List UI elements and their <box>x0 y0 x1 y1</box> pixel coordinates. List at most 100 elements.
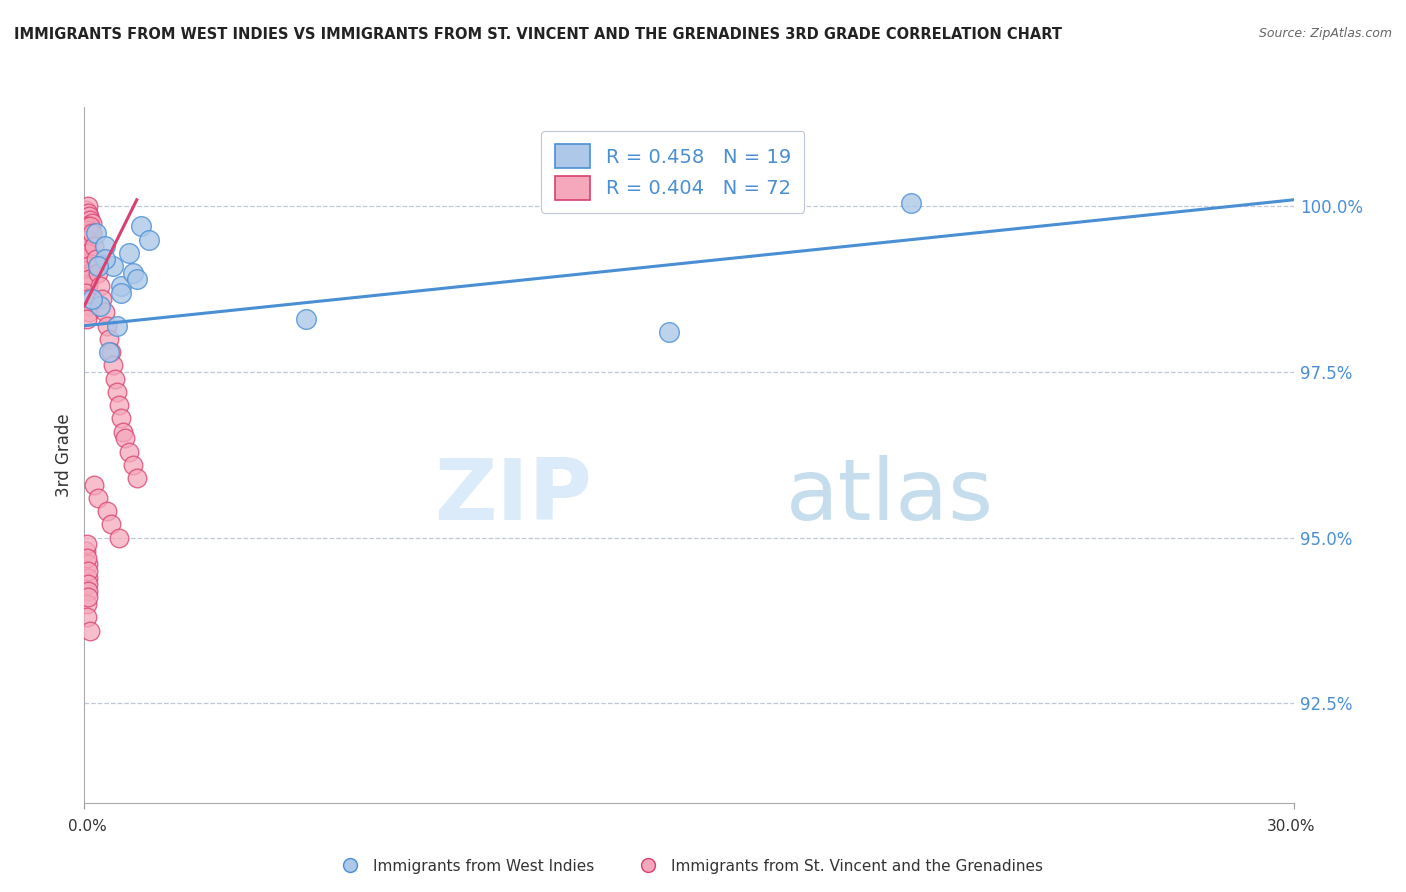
Point <box>76 243 98 257</box>
Point <box>77 305 100 319</box>
Point <box>97 345 120 359</box>
Point <box>121 458 143 472</box>
Point <box>77 577 100 591</box>
Point <box>105 384 128 399</box>
Point <box>76 558 98 572</box>
Point <box>105 318 128 333</box>
Point <box>295 312 318 326</box>
Point <box>77 262 100 277</box>
Point <box>83 239 105 253</box>
Point <box>82 226 104 240</box>
Text: Source: ZipAtlas.com: Source: ZipAtlas.com <box>1258 27 1392 40</box>
Point <box>76 233 98 247</box>
Point <box>75 202 97 217</box>
Point <box>93 305 115 319</box>
Point <box>107 531 129 545</box>
Point <box>76 256 98 270</box>
Text: 0.0%: 0.0% <box>67 819 107 834</box>
Point <box>79 624 101 638</box>
Point <box>77 206 100 220</box>
Point <box>97 332 120 346</box>
Point <box>96 504 118 518</box>
Point <box>77 299 100 313</box>
Point <box>83 477 105 491</box>
Point <box>107 398 129 412</box>
Point <box>79 219 101 234</box>
Point <box>76 233 98 247</box>
Point <box>77 245 100 260</box>
Text: IMMIGRANTS FROM WEST INDIES VS IMMIGRANTS FROM ST. VINCENT AND THE GRENADINES 3R: IMMIGRANTS FROM WEST INDIES VS IMMIGRANT… <box>14 27 1062 42</box>
Point <box>110 411 132 425</box>
Point <box>87 259 110 273</box>
Point <box>104 372 127 386</box>
Point <box>77 239 100 253</box>
Point <box>100 517 122 532</box>
Point <box>77 210 100 224</box>
Point <box>75 285 97 300</box>
Point <box>101 259 124 273</box>
Point <box>658 326 681 340</box>
Text: atlas: atlas <box>786 455 994 538</box>
Point <box>76 235 98 250</box>
Point <box>111 425 134 439</box>
Point <box>76 259 98 273</box>
Point <box>77 272 100 286</box>
Point <box>110 279 132 293</box>
Point <box>76 199 98 213</box>
Point <box>93 252 115 267</box>
Point <box>77 272 100 286</box>
Legend: R = 0.458   N = 19, R = 0.404   N = 72: R = 0.458 N = 19, R = 0.404 N = 72 <box>541 130 804 213</box>
Point <box>87 491 110 505</box>
Point <box>87 266 110 280</box>
Point <box>76 550 98 565</box>
Point <box>77 222 100 236</box>
Text: 30.0%: 30.0% <box>1267 819 1315 834</box>
Point <box>125 471 148 485</box>
Legend: Immigrants from West Indies, Immigrants from St. Vincent and the Grenadines: Immigrants from West Indies, Immigrants … <box>329 853 1049 880</box>
Point <box>76 610 98 624</box>
Point <box>129 219 152 234</box>
Point <box>89 279 111 293</box>
Point <box>77 279 100 293</box>
Point <box>89 299 111 313</box>
Point <box>79 266 101 280</box>
Point <box>76 312 98 326</box>
Point <box>138 233 160 247</box>
Point <box>93 239 115 253</box>
Point <box>80 216 103 230</box>
Point <box>75 249 97 263</box>
Point <box>101 359 124 373</box>
Point <box>86 252 108 267</box>
Point <box>900 196 922 211</box>
Point <box>91 292 114 306</box>
Point <box>76 292 98 306</box>
Point <box>86 226 108 240</box>
Point <box>76 268 98 283</box>
Point <box>76 597 98 611</box>
Point <box>125 272 148 286</box>
Point <box>76 583 98 598</box>
Point <box>75 544 97 558</box>
Point <box>76 537 98 551</box>
Point <box>76 259 98 273</box>
Point <box>79 229 101 244</box>
Point <box>77 226 100 240</box>
Point <box>96 318 118 333</box>
Point <box>79 212 101 227</box>
Point <box>77 591 100 605</box>
Point <box>100 345 122 359</box>
Point <box>75 219 97 234</box>
Text: ZIP: ZIP <box>434 455 592 538</box>
Y-axis label: 3rd Grade: 3rd Grade <box>55 413 73 497</box>
Point <box>110 285 132 300</box>
Point <box>77 564 100 578</box>
Point <box>118 245 141 260</box>
Point <box>77 570 100 584</box>
Point <box>77 252 100 267</box>
Point <box>77 245 100 260</box>
Point <box>82 292 104 306</box>
Point <box>76 276 98 290</box>
Point <box>114 431 136 445</box>
Point <box>118 444 141 458</box>
Point <box>121 266 143 280</box>
